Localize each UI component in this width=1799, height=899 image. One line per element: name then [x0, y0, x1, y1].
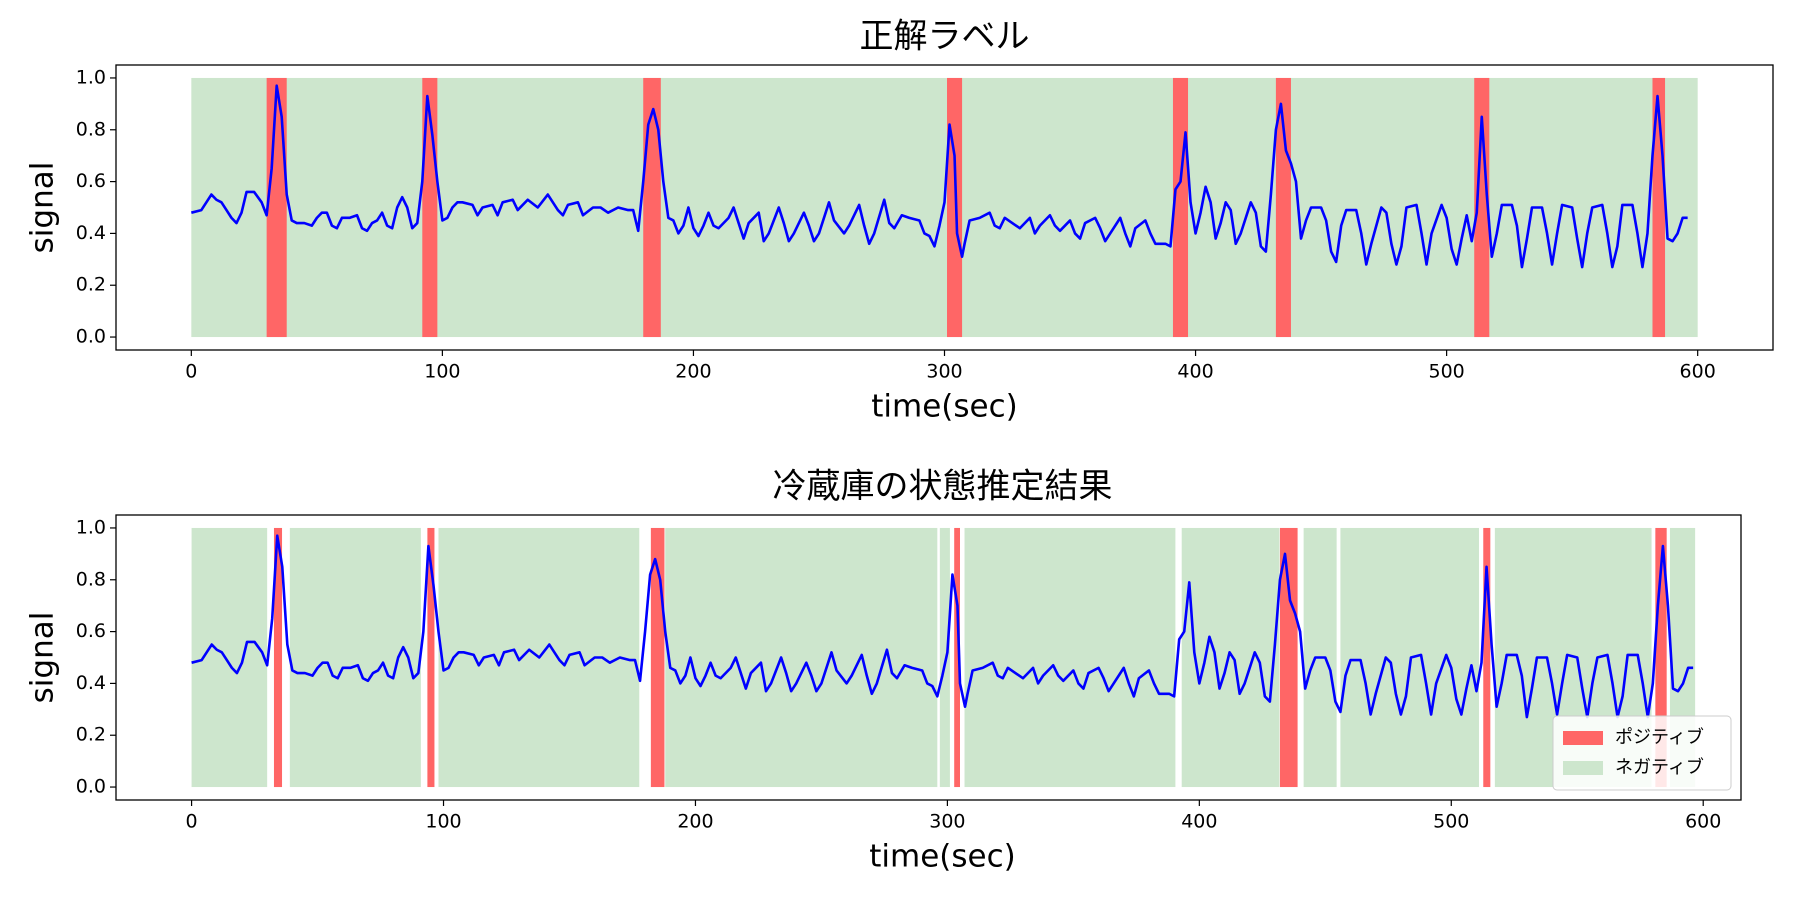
x-tick-label: 600	[1685, 811, 1721, 833]
legend-label: ポジティブ	[1615, 726, 1704, 748]
region	[266, 77, 287, 338]
signal-line	[191, 534, 1694, 719]
chart-title: 冷蔵庫の状態推定結果	[773, 467, 1113, 507]
axes-frame	[115, 514, 1742, 801]
region	[1181, 527, 1280, 788]
region	[273, 527, 283, 788]
legend-swatch	[1563, 761, 1603, 775]
legend-label: ネガティブ	[1615, 756, 1704, 778]
y-tick-label: 0.8	[76, 568, 106, 590]
region	[289, 527, 421, 788]
y-tick-label: 1.0	[76, 516, 106, 538]
x-tick-label: 400	[1181, 811, 1217, 833]
region	[947, 77, 963, 338]
x-tick-label: 200	[675, 361, 711, 383]
x-tick-label: 0	[186, 811, 198, 833]
x-tick-label: 0	[185, 361, 197, 383]
region	[1655, 527, 1667, 788]
x-tick-label: 500	[1433, 811, 1469, 833]
y-tick-label: 0.0	[76, 776, 106, 798]
y-tick-label: 0.4	[76, 672, 106, 694]
legend-swatch	[1563, 731, 1603, 745]
region	[964, 527, 1176, 788]
x-tick-label: 300	[926, 361, 962, 383]
region	[665, 527, 938, 788]
region	[1474, 77, 1490, 338]
region	[954, 527, 960, 788]
x-axis-label: time(sec)	[871, 389, 1018, 425]
region	[1172, 77, 1189, 338]
signal-line	[190, 84, 1688, 269]
x-axis-label: time(sec)	[869, 839, 1016, 875]
x-tick-label: 200	[677, 811, 713, 833]
y-tick-label: 0.6	[76, 170, 106, 192]
y-tick-label: 0.0	[76, 326, 106, 348]
y-tick-label: 0.6	[76, 620, 106, 642]
region	[427, 527, 435, 788]
x-tick-label: 600	[1680, 361, 1716, 383]
chart-title: 正解ラベル	[860, 17, 1030, 57]
y-tick-label: 0.8	[76, 118, 106, 140]
y-axis-label: signal	[25, 612, 61, 704]
x-tick-label: 500	[1428, 361, 1464, 383]
y-tick-label: 0.2	[76, 724, 106, 746]
y-tick-label: 0.4	[76, 222, 106, 244]
x-tick-label: 100	[424, 361, 460, 383]
region	[1279, 527, 1298, 788]
region	[1275, 77, 1291, 338]
y-tick-label: 1.0	[76, 66, 106, 88]
x-tick-label: 100	[425, 811, 461, 833]
region	[1483, 527, 1491, 788]
x-tick-label: 400	[1177, 361, 1213, 383]
x-tick-label: 300	[929, 811, 965, 833]
y-axis-label: signal	[25, 162, 61, 254]
region	[939, 527, 950, 788]
y-tick-label: 0.2	[76, 274, 106, 296]
